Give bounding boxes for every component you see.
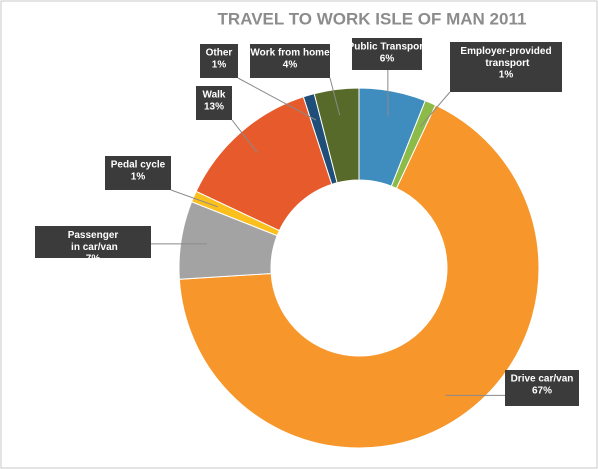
label-box (450, 42, 562, 92)
leader-line (237, 77, 317, 121)
chart-title: TRAVEL TO WORK ISLE OF MAN 2011 (218, 9, 527, 28)
data-label-name: Passenger in car/van (68, 230, 119, 253)
data-label-value: 13% (204, 102, 224, 113)
data-label-name: Work from home (250, 48, 330, 59)
data-label-value: 1% (212, 60, 227, 71)
data-label-value: 6% (380, 54, 395, 65)
leader-line (231, 119, 258, 153)
data-label-name: Public Transport (348, 42, 428, 53)
data-label-value: 67% (532, 386, 552, 397)
label-box (35, 226, 151, 258)
label-box (200, 44, 238, 78)
data-label-name: Drive car/van (511, 374, 574, 385)
leader-line (419, 91, 451, 127)
leader-line (170, 189, 218, 208)
data-label-value: 7% (86, 254, 101, 265)
data-label-name: Walk (203, 90, 226, 101)
donut-segment (178, 104, 540, 449)
data-label-name: Pedal cycle (111, 160, 166, 171)
label-box (250, 44, 330, 78)
data-label-value: 4% (283, 60, 298, 71)
data-label-name: Other (206, 48, 233, 59)
label-box (505, 370, 579, 406)
label-box (352, 38, 422, 70)
donut-segment (313, 87, 360, 184)
data-label-name: Employer-provided transport (460, 46, 551, 69)
label-box (105, 156, 171, 190)
data-label-value: 1% (131, 172, 146, 183)
label-box (196, 86, 232, 120)
leader-line (329, 77, 341, 116)
data-label-value: 1% (499, 70, 514, 81)
